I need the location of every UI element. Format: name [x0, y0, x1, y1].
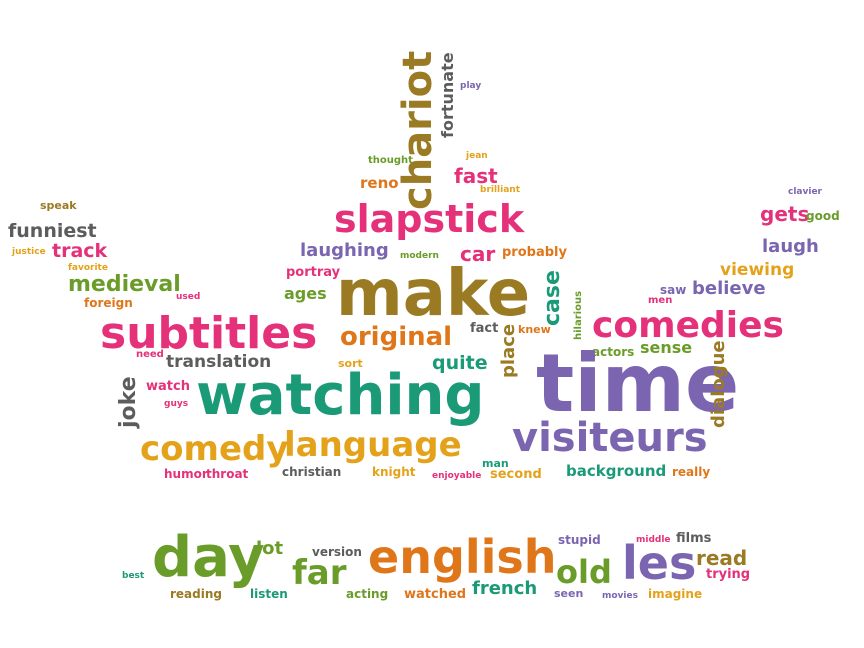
- word-slapstick: slapstick: [334, 197, 525, 241]
- word-case: case: [540, 270, 565, 326]
- word-watched: watched: [404, 587, 467, 602]
- word-play: play: [460, 81, 482, 91]
- word-subtitles: subtitles: [100, 308, 318, 359]
- word-guys: guys: [164, 399, 189, 409]
- word-acting: acting: [346, 587, 389, 601]
- word-men: men: [648, 295, 673, 306]
- word-english: english: [368, 530, 557, 584]
- word-really: really: [672, 465, 711, 479]
- word-far: far: [292, 553, 347, 593]
- word-knight: knight: [372, 465, 416, 479]
- word-throat: throat: [206, 467, 249, 481]
- word-portray: portray: [286, 265, 341, 280]
- word-ages: ages: [284, 284, 327, 303]
- word-old: old: [556, 553, 612, 591]
- word-speak: speak: [40, 199, 77, 212]
- word-listen: listen: [250, 587, 288, 601]
- word-track: track: [52, 240, 108, 262]
- word-brilliant: brilliant: [480, 185, 521, 195]
- word-comedies: comedies: [592, 305, 784, 346]
- word-fact: fact: [470, 321, 499, 336]
- word-clavier: clavier: [788, 187, 822, 197]
- word-reading: reading: [170, 587, 222, 601]
- word-watching: watching: [196, 363, 485, 428]
- word-humor: humor: [164, 467, 208, 481]
- word-fast: fast: [454, 164, 498, 188]
- word-favorite: favorite: [68, 263, 108, 273]
- word-viewing: viewing: [720, 260, 795, 280]
- word-les: les: [622, 536, 697, 590]
- word-funniest: funniest: [8, 220, 97, 242]
- word-sense: sense: [640, 338, 693, 357]
- word-place: place: [498, 323, 519, 378]
- word-thought: thought: [368, 155, 413, 166]
- word-used: used: [176, 292, 201, 302]
- word-sort: sort: [338, 357, 363, 370]
- word-stupid: stupid: [558, 533, 601, 547]
- word-saw: saw: [660, 283, 687, 297]
- word-gets: gets: [760, 202, 810, 226]
- word-modern: modern: [400, 251, 439, 261]
- word-read: read: [696, 546, 748, 570]
- word-second: second: [490, 467, 542, 482]
- word-translation: translation: [166, 352, 272, 372]
- word-need: need: [136, 349, 164, 360]
- word-hilarious: hilarious: [573, 290, 584, 340]
- word-justice: justice: [12, 247, 46, 257]
- word-seen: seen: [554, 587, 584, 600]
- word-dialogue: dialogue: [708, 340, 729, 428]
- word-knew: knew: [518, 323, 551, 336]
- word-comedy: comedy: [140, 429, 289, 469]
- word-medieval: medieval: [68, 272, 181, 297]
- word-probably: probably: [502, 245, 567, 260]
- word-language: language: [284, 425, 462, 465]
- word-actors: actors: [592, 345, 635, 359]
- word-man: man: [482, 457, 509, 470]
- word-make: make: [336, 257, 531, 331]
- word-time: time: [536, 337, 740, 430]
- word-car: car: [460, 242, 496, 266]
- word-quite: quite: [432, 352, 488, 374]
- word-enjoyable: enjoyable: [432, 471, 482, 481]
- word-background: background: [566, 462, 667, 480]
- word-chariot: chariot: [395, 50, 441, 210]
- word-watch: watch: [146, 379, 190, 394]
- word-day: day: [152, 525, 265, 590]
- word-original: original: [340, 322, 453, 352]
- word-movies: movies: [602, 591, 638, 601]
- word-french: french: [472, 578, 538, 599]
- word-version: version: [312, 545, 362, 559]
- word-laugh: laugh: [762, 236, 819, 257]
- word-jean: jean: [466, 151, 488, 161]
- word-lot: lot: [256, 538, 284, 559]
- word-foreign: foreign: [84, 296, 133, 310]
- word-believe: believe: [692, 278, 766, 299]
- word-trying: trying: [706, 567, 751, 582]
- word-visiteurs: visiteurs: [512, 415, 708, 461]
- word-good: good: [806, 209, 840, 223]
- word-reno: reno: [360, 174, 399, 192]
- word-laughing: laughing: [300, 240, 389, 261]
- word-joke: joke: [116, 376, 141, 428]
- word-imagine: imagine: [648, 587, 703, 601]
- word-christian: christian: [282, 465, 342, 479]
- word-middle: middle: [636, 535, 671, 545]
- word-fortunate: fortunate: [438, 52, 457, 138]
- word-films: films: [676, 531, 712, 546]
- word-best: best: [122, 571, 145, 581]
